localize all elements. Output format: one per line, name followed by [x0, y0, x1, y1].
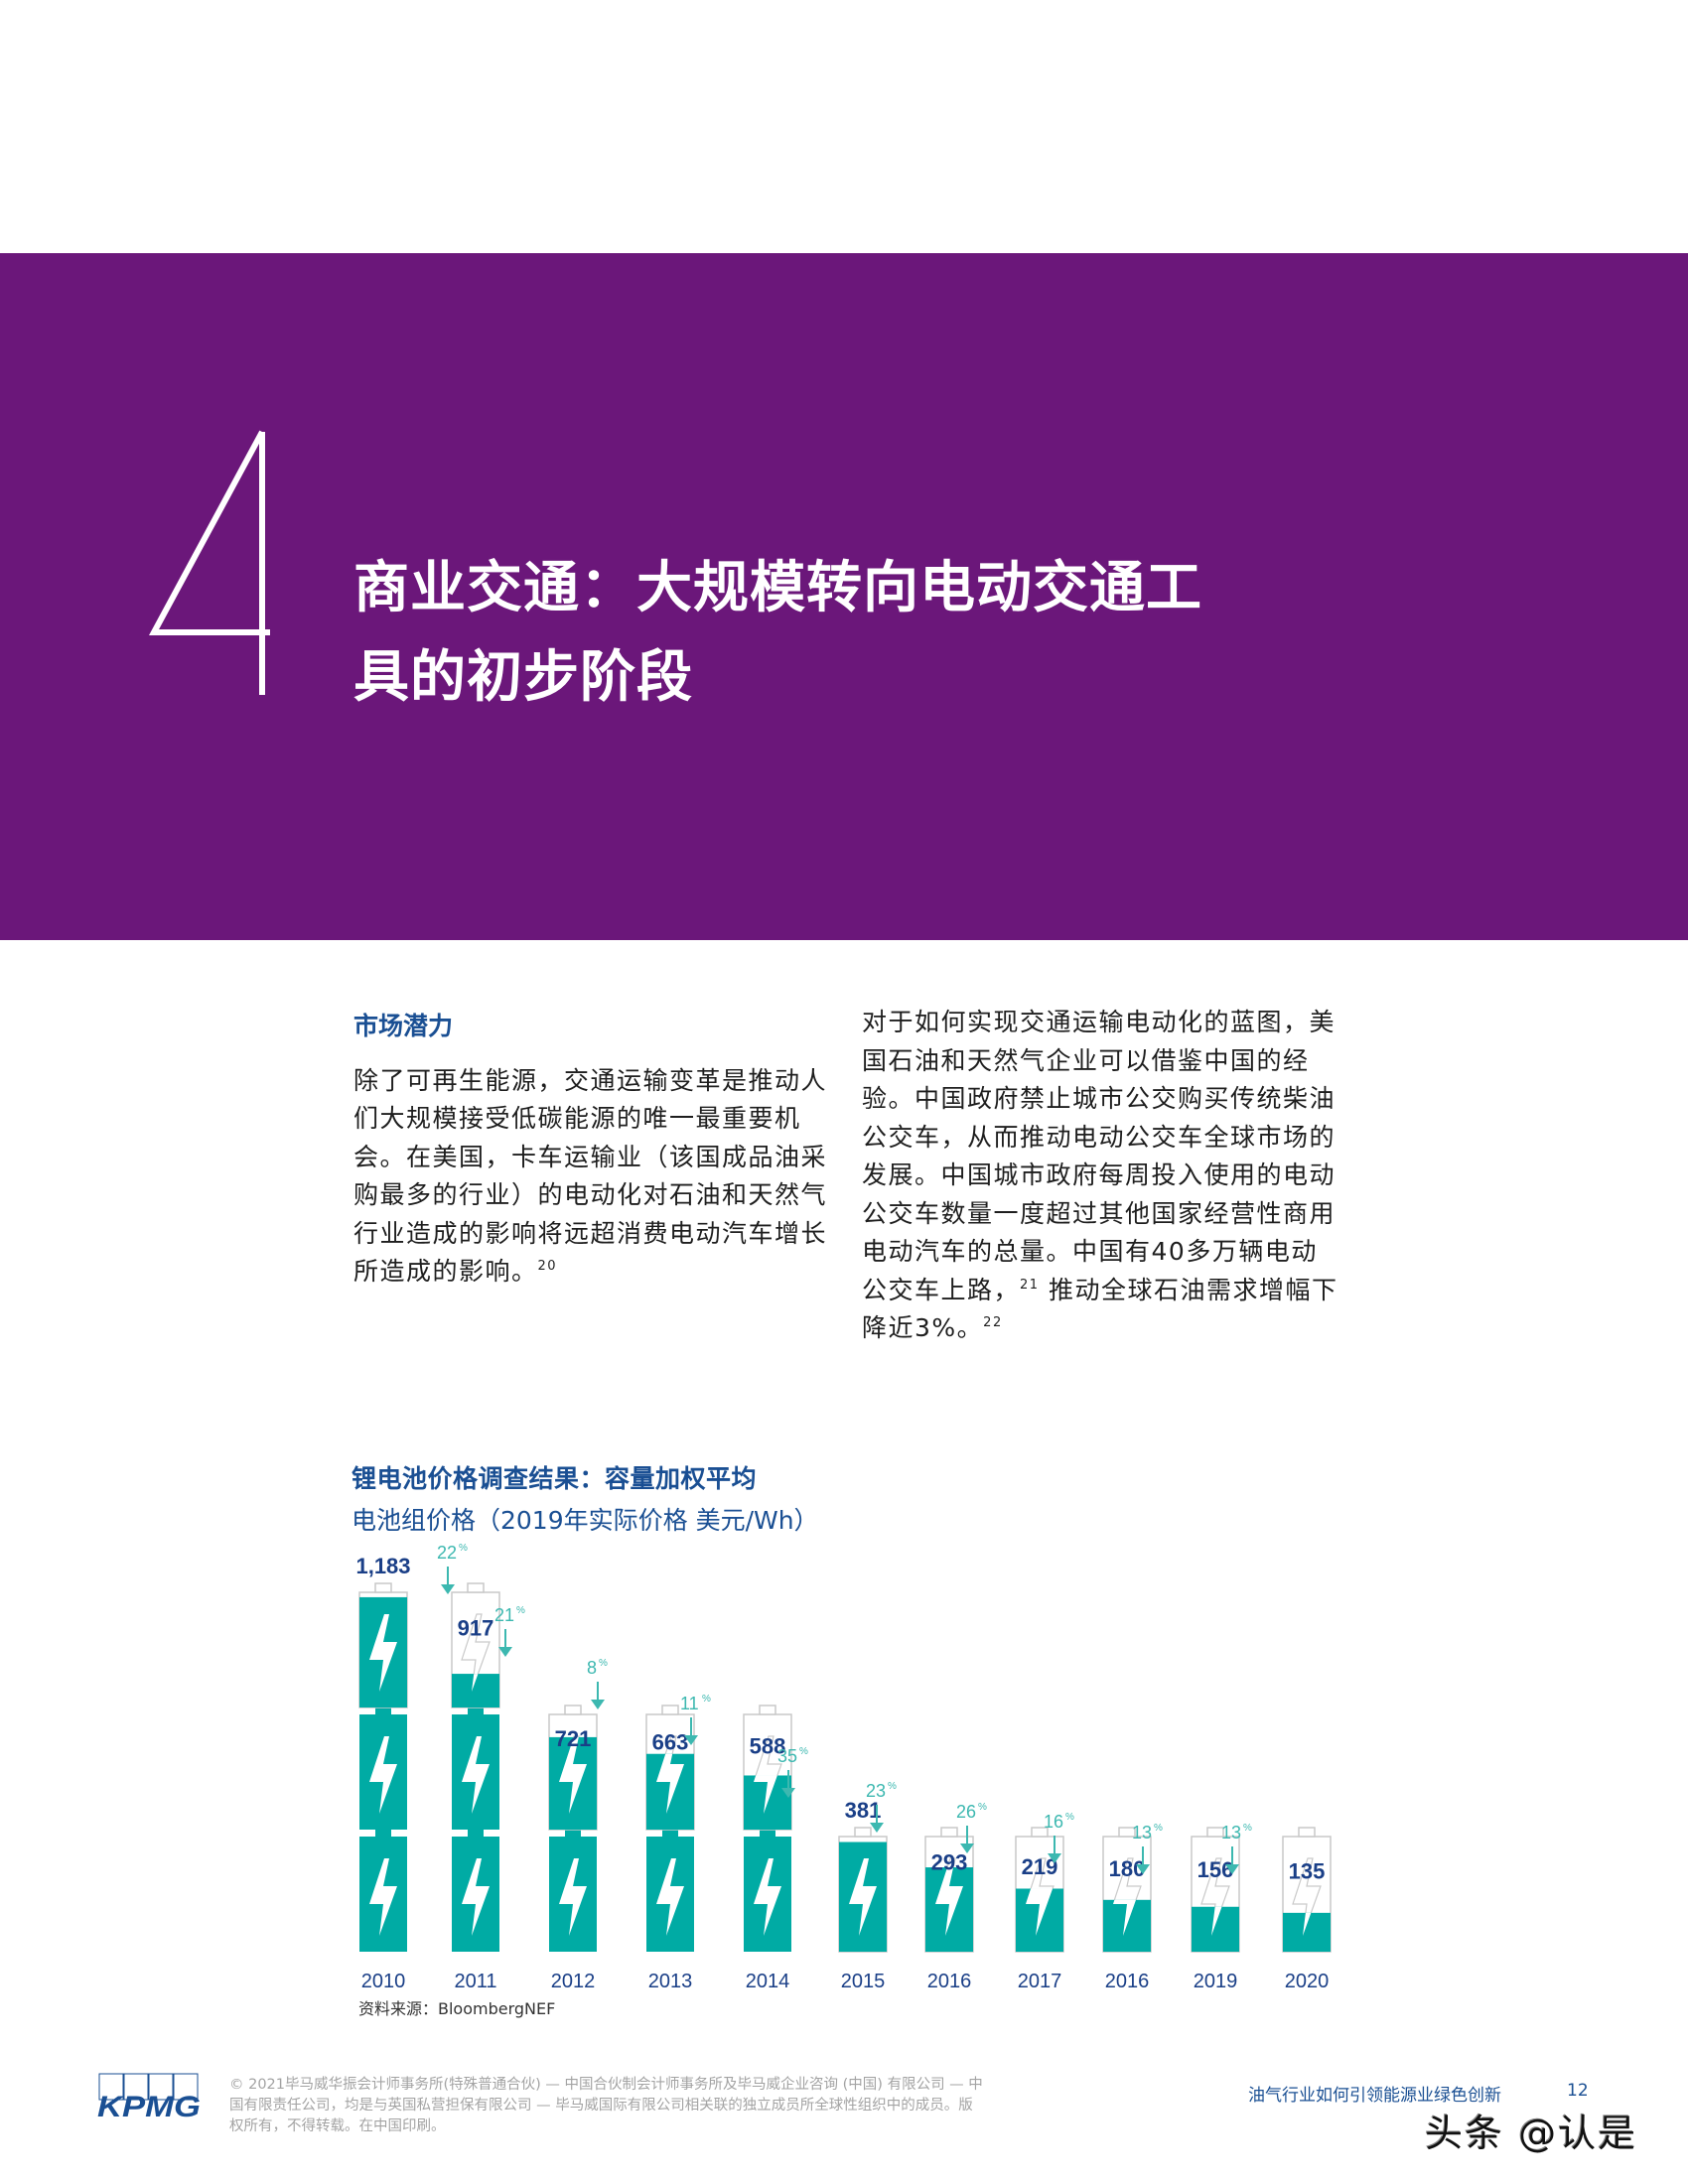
section-heading: 市场潜力 — [353, 1012, 454, 1040]
battery-icon — [452, 1829, 499, 1952]
battery-icon — [744, 1829, 791, 1952]
percent-sign: % — [599, 1658, 608, 1669]
battery-price-chart: 1,183 2010 917 2011 721 2012 663 2013 588 2014 381… — [355, 1543, 1332, 1992]
battery-icon — [743, 1705, 792, 1831]
year-label: 2014 — [746, 1971, 790, 1992]
watermark-text: 头条 @认是 — [1425, 2112, 1638, 2155]
battery-icon — [451, 1582, 500, 1708]
down-arrow-icon — [684, 1735, 698, 1745]
value-label: 381 — [845, 1798, 882, 1823]
decline-percent-label: 21 — [494, 1605, 514, 1625]
battery-icon — [359, 1706, 407, 1830]
footnote-ref[interactable]: 21 — [1020, 1277, 1040, 1293]
left-paragraph: 除了可再生能源，交通运输变革是推动人们大规模接受低碳能源的唯一最重要机会。在美国… — [353, 1062, 830, 1292]
value-label: 917 — [458, 1615, 494, 1640]
year-label: 2015 — [841, 1971, 886, 1992]
value-label: 135 — [1289, 1858, 1326, 1883]
battery-icon — [1282, 1827, 1332, 1953]
year-label: 2013 — [648, 1971, 693, 1992]
decline-percent-label: 8 — [587, 1658, 597, 1678]
down-arrow-icon — [781, 1788, 795, 1798]
percent-sign: % — [516, 1605, 525, 1616]
down-arrow-icon — [591, 1700, 605, 1709]
battery-icon — [452, 1706, 499, 1830]
decline-percent-label: 16 — [1044, 1812, 1063, 1832]
percent-sign: % — [799, 1746, 808, 1757]
right-paragraph-text-2: 推动全球石油需求增幅下降近3%。 — [862, 1275, 1338, 1343]
battery-icon — [646, 1829, 694, 1952]
decline-percent-label: 26 — [956, 1802, 976, 1822]
value-label: 721 — [555, 1726, 592, 1751]
svg-text:KPMG: KPMG — [97, 2091, 201, 2120]
footnote-ref[interactable]: 20 — [537, 1259, 558, 1274]
left-paragraph-text: 除了可再生能源，交通运输变革是推动人们大规模接受低碳能源的唯一最重要机会。在美国… — [353, 1065, 828, 1287]
percent-sign: % — [702, 1694, 711, 1705]
decline-percent-label: 23 — [866, 1781, 886, 1801]
right-paragraph-text-1: 对于如何实现交通运输电动化的蓝图，美国石油和天然气企业可以借鉴中国的经验。中国政… — [862, 1008, 1336, 1304]
down-arrow-icon — [1048, 1853, 1061, 1863]
chapter-title: 商业交通：大规模转向电动交通工 具的初步阶段 — [353, 544, 1346, 723]
chapter-title-line2: 具的初步阶段 — [353, 645, 693, 710]
battery-icon — [1102, 1827, 1152, 1953]
battery-icon — [359, 1829, 407, 1952]
kpmg-logo: KPMG — [97, 2073, 201, 2120]
right-column: 对于如何实现交通运输电动化的蓝图，美国石油和天然气企业可以借鉴中国的经验。中国政… — [862, 1004, 1342, 1348]
year-label: 2016 — [1105, 1971, 1150, 1992]
footer-legal-text: © 2021毕马威华振会计师事务所(特殊普通合伙) — 中国合伙制会计师事务所及… — [229, 2077, 983, 2134]
down-arrow-icon — [441, 1584, 455, 1594]
value-label: 663 — [652, 1729, 689, 1754]
battery-icon — [1191, 1827, 1240, 1953]
chart-subtitle: 电池组价格（2019年实际价格 美元/Wh） — [352, 1506, 819, 1535]
chapter-title-line1: 商业交通：大规模转向电动交通工 — [353, 556, 1202, 620]
percent-sign: % — [1243, 1823, 1252, 1834]
chart-source: 资料来源：BloombergNEF — [358, 1999, 556, 2018]
right-paragraph: 对于如何实现交通运输电动化的蓝图，美国石油和天然气企业可以借鉴中国的经验。中国政… — [862, 1004, 1342, 1348]
down-arrow-icon — [1225, 1864, 1239, 1874]
down-arrow-icon — [498, 1647, 512, 1657]
value-label: 588 — [750, 1733, 786, 1758]
decline-percent-label: 13 — [1132, 1823, 1152, 1843]
decline-percent-label: 13 — [1221, 1823, 1241, 1843]
chart-title: 锂电池价格调查结果：容量加权平均 — [352, 1464, 758, 1493]
year-label: 2010 — [361, 1971, 406, 1992]
value-label: 1,183 — [355, 1554, 410, 1578]
year-label: 2011 — [454, 1971, 496, 1992]
year-label: 2020 — [1285, 1971, 1330, 1992]
left-column: 市场潜力 除了可再生能源，交通运输变革是推动人们大规模接受低碳能源的唯一最重要机… — [353, 1008, 830, 1292]
decline-percent-label: 11 — [680, 1694, 699, 1713]
battery-icon — [1015, 1827, 1064, 1953]
percent-sign: % — [1065, 1812, 1074, 1823]
chapter-number-four — [149, 430, 270, 695]
value-label: 156 — [1197, 1857, 1234, 1882]
down-arrow-icon — [870, 1823, 884, 1833]
percent-sign: % — [1154, 1823, 1163, 1834]
down-arrow-icon — [960, 1843, 974, 1853]
down-arrow-icon — [1136, 1864, 1150, 1874]
percent-sign: % — [888, 1781, 897, 1792]
battery-icon — [838, 1827, 888, 1953]
footer-document-title: 油气行业如何引领能源业绿色创新 — [1248, 2086, 1501, 2106]
battery-icon — [645, 1705, 695, 1831]
year-label: 2019 — [1194, 1971, 1238, 1992]
battery-icon — [358, 1582, 408, 1708]
year-label: 2017 — [1018, 1971, 1062, 1992]
battery-icon — [924, 1827, 974, 1953]
page-number: 12 — [1567, 2081, 1589, 2101]
decline-percent-label: 35 — [777, 1746, 797, 1766]
battery-icon — [549, 1829, 597, 1952]
footnote-ref[interactable]: 22 — [983, 1315, 1003, 1330]
year-label: 2012 — [551, 1971, 596, 1992]
year-label: 2016 — [927, 1971, 972, 1992]
decline-percent-label: 22 — [437, 1543, 457, 1563]
value-label: 293 — [931, 1850, 968, 1875]
battery-icon — [548, 1705, 598, 1831]
chapter-header-band — [0, 253, 1688, 940]
percent-sign: % — [978, 1802, 987, 1813]
percent-sign: % — [459, 1543, 468, 1554]
